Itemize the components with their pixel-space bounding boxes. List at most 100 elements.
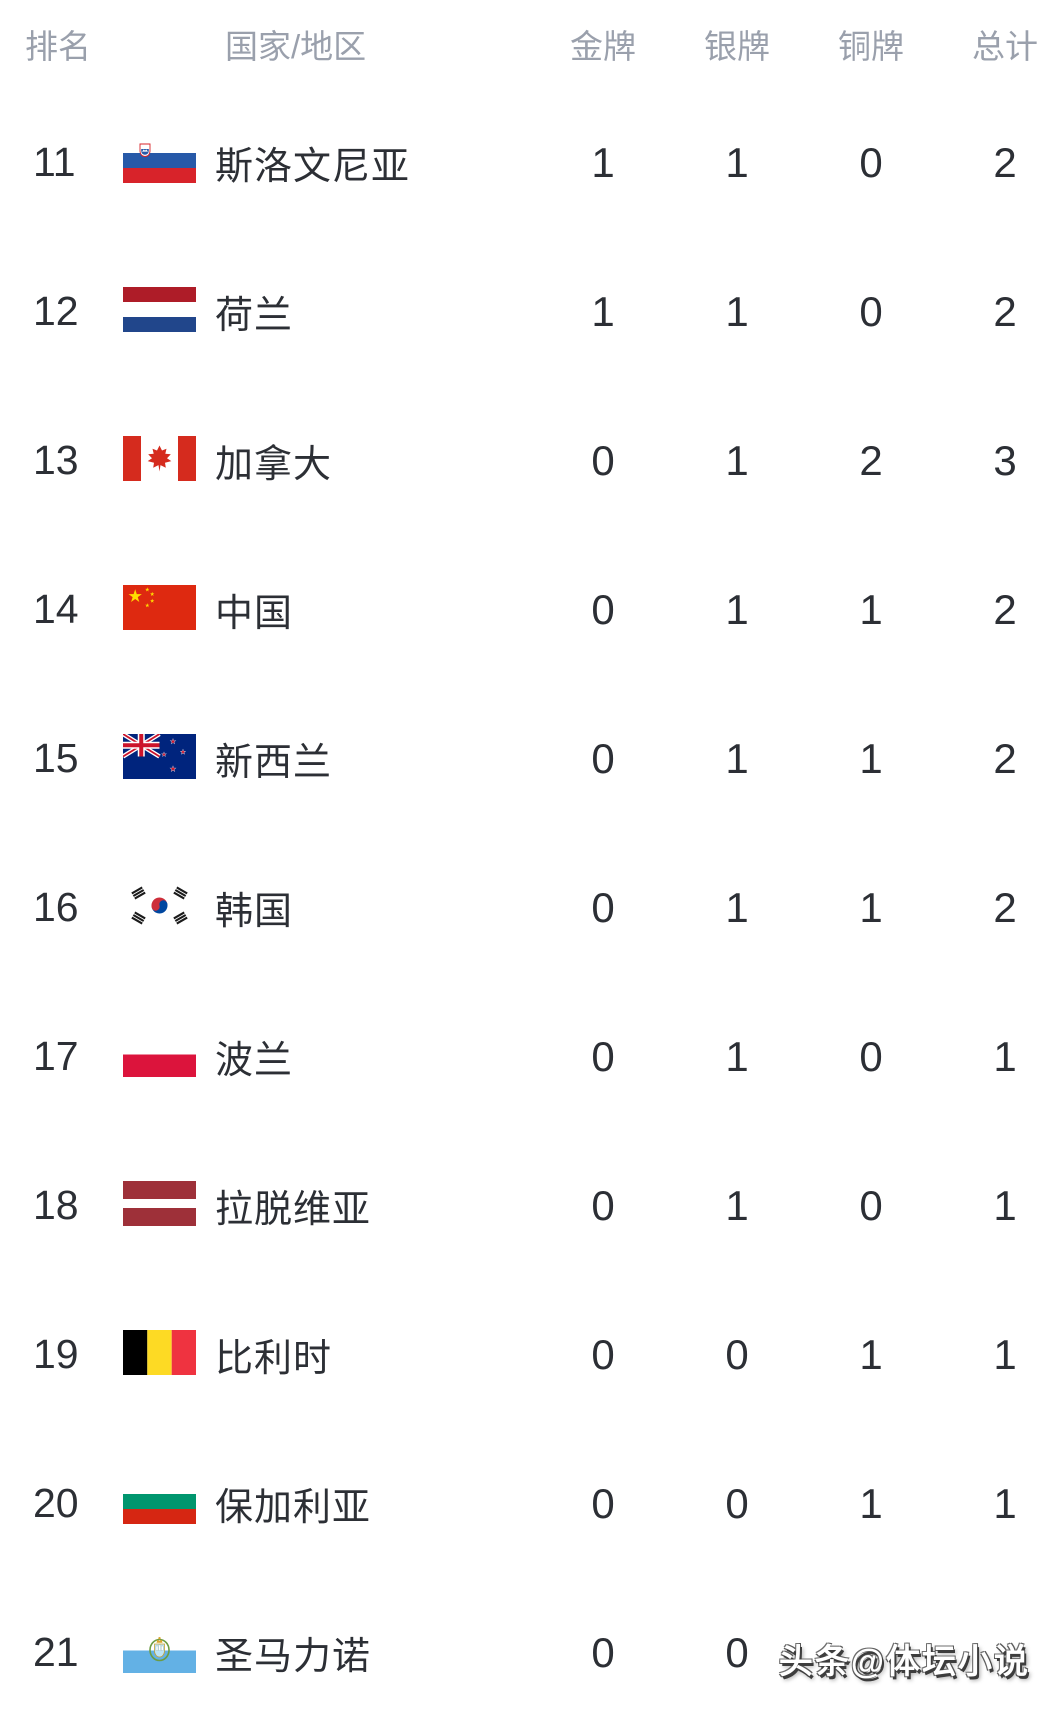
silver-count: 1 (725, 734, 749, 782)
rank-number: 11 (33, 139, 76, 185)
gold-count: 0 (591, 1181, 615, 1229)
san-marino-flag (123, 1627, 196, 1673)
table-row: 11 斯洛文尼亚 1 1 0 2 (0, 88, 1038, 237)
gold-count: 0 (591, 1330, 615, 1378)
bulgaria-flag (123, 1478, 196, 1524)
table-row: 20 保加利亚 0 0 1 1 (0, 1429, 1038, 1578)
bronze-count: 0 (859, 138, 883, 186)
header-total: 总计 (972, 28, 1038, 65)
gold-count: 0 (591, 585, 615, 633)
flag-cell (115, 1180, 215, 1231)
country-name: 比利时 (215, 1338, 333, 1380)
poland-flag (123, 1031, 196, 1077)
country-name: 拉脱维亚 (215, 1189, 372, 1231)
bronze-count: 1 (859, 1479, 883, 1527)
gold-count: 0 (591, 1032, 615, 1080)
total-count: 2 (993, 734, 1017, 782)
flag-cell (115, 1627, 215, 1678)
table-row: 13 加拿大 0 1 2 3 (0, 386, 1038, 535)
total-count: 1 (993, 1479, 1017, 1527)
country-name: 中国 (215, 593, 294, 635)
rank-number: 14 (33, 586, 79, 632)
total-count: 2 (993, 883, 1017, 931)
bronze-count: 1 (859, 734, 883, 782)
bronze-count: 0 (859, 1032, 883, 1080)
bronze-count: 1 (859, 585, 883, 633)
rank-number: 18 (33, 1182, 79, 1228)
belgium-flag (123, 1329, 196, 1375)
total-count: 1 (993, 1330, 1017, 1378)
rank-number: 13 (33, 437, 79, 483)
flag-cell (115, 733, 215, 784)
table-row: 18 拉脱维亚 0 1 0 1 (0, 1131, 1038, 1280)
country-name: 新西兰 (215, 742, 333, 784)
silver-count: 1 (725, 436, 749, 484)
header-gold: 金牌 (570, 28, 636, 65)
silver-count: 1 (725, 138, 749, 186)
table-row: 14 中国 0 1 1 2 (0, 535, 1038, 684)
bronze-count: 2 (859, 436, 883, 484)
netherlands-flag (123, 286, 196, 332)
bronze-count: 0 (859, 287, 883, 335)
total-count: 3 (993, 436, 1017, 484)
slovenia-flag (123, 137, 196, 183)
silver-count: 1 (725, 585, 749, 633)
flag-cell (115, 286, 215, 337)
new-zealand-flag (123, 733, 196, 779)
country-name: 荷兰 (215, 295, 294, 337)
gold-count: 0 (591, 734, 615, 782)
flag-cell (115, 435, 215, 486)
country-name: 波兰 (215, 1040, 294, 1082)
table-row: 16 韩国 0 1 1 2 (0, 833, 1038, 982)
header-rank: 排名 (25, 28, 91, 65)
country-name: 保加利亚 (215, 1487, 372, 1529)
country-name: 圣马力诺 (215, 1636, 372, 1678)
bronze-count: 0 (859, 1181, 883, 1229)
table-row: 19 比利时 0 0 1 1 (0, 1280, 1038, 1429)
header-bronze: 铜牌 (838, 28, 904, 65)
flag-cell (115, 584, 215, 635)
latvia-flag (123, 1180, 196, 1226)
rank-number: 16 (33, 884, 79, 930)
rank-number: 15 (33, 735, 79, 781)
silver-count: 0 (725, 1330, 749, 1378)
south-korea-flag (123, 882, 196, 928)
gold-count: 1 (591, 287, 615, 335)
rank-number: 12 (33, 288, 79, 334)
country-name: 加拿大 (215, 444, 333, 486)
header-country: 国家/地区 (225, 28, 367, 65)
country-name: 韩国 (215, 891, 294, 933)
china-flag (123, 584, 196, 630)
table-row: 12 荷兰 1 1 0 2 (0, 237, 1038, 386)
gold-count: 0 (591, 436, 615, 484)
gold-count: 1 (591, 138, 615, 186)
silver-count: 1 (725, 883, 749, 931)
total-count: 2 (993, 585, 1017, 633)
silver-count: 0 (725, 1628, 749, 1676)
header-silver: 银牌 (704, 28, 770, 65)
silver-count: 1 (725, 1032, 749, 1080)
silver-count: 1 (725, 1181, 749, 1229)
flag-cell (115, 1329, 215, 1380)
flag-cell (115, 137, 215, 188)
country-name: 斯洛文尼亚 (215, 146, 411, 188)
watermark: 头条@体坛小说 (778, 1643, 1030, 1681)
rank-number: 19 (33, 1331, 79, 1377)
table-header: 排名 国家/地区 金牌 银牌 铜牌 总计 (0, 0, 1038, 88)
flag-cell (115, 1478, 215, 1529)
gold-count: 0 (591, 1628, 615, 1676)
silver-count: 1 (725, 287, 749, 335)
total-count: 1 (993, 1181, 1017, 1229)
flag-cell (115, 1031, 215, 1082)
bronze-count: 1 (859, 1330, 883, 1378)
table-row: 17 波兰 0 1 0 1 (0, 982, 1038, 1131)
silver-count: 0 (725, 1479, 749, 1527)
gold-count: 0 (591, 1479, 615, 1527)
rank-number: 20 (33, 1480, 79, 1526)
gold-count: 0 (591, 883, 615, 931)
bronze-count: 1 (859, 883, 883, 931)
table-row: 15 新西兰 0 1 1 2 (0, 684, 1038, 833)
total-count: 2 (993, 138, 1017, 186)
flag-cell (115, 882, 215, 933)
